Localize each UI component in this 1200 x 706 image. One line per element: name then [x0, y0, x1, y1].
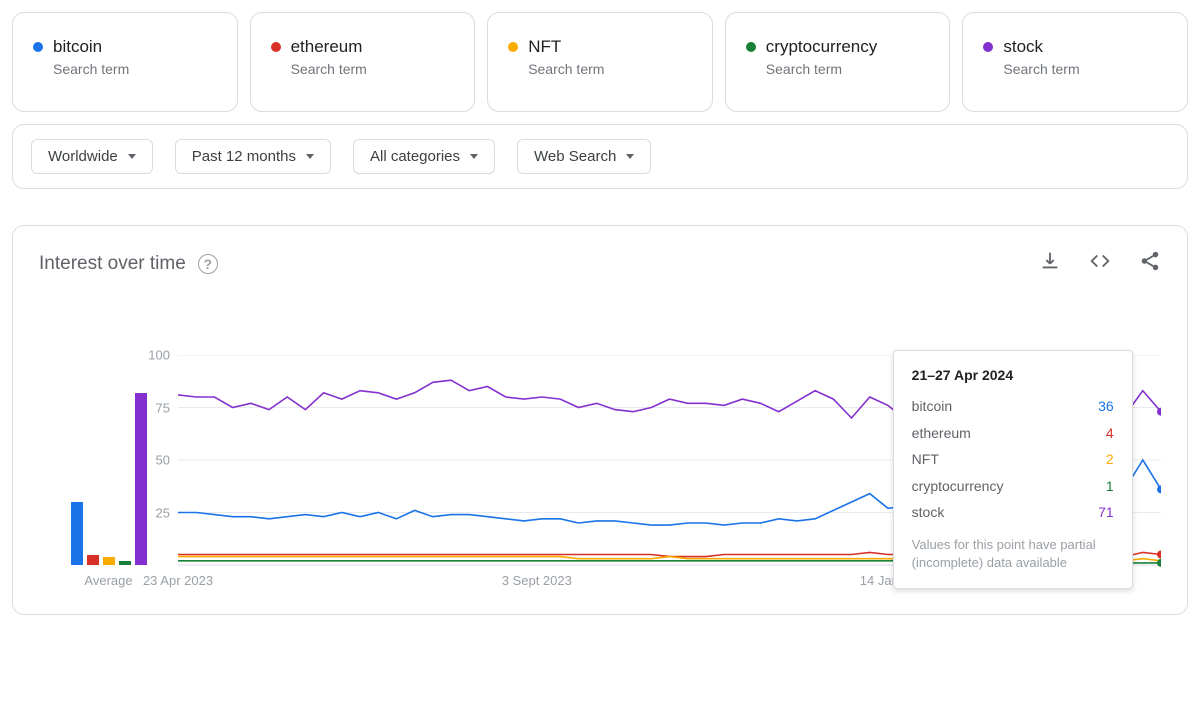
tooltip-row: cryptocurrency 1: [912, 473, 1114, 500]
average-bar: [135, 393, 147, 565]
download-icon[interactable]: [1039, 250, 1061, 277]
term-color-dot: [746, 42, 756, 52]
y-axis-tick: 50: [156, 453, 170, 468]
panel-title: Interest over time: [39, 253, 186, 275]
chevron-down-icon: [626, 154, 634, 159]
interest-over-time-panel: Interest over time ? Average 25507510023…: [12, 225, 1188, 615]
term-subtitle: Search term: [53, 61, 217, 77]
tooltip-series-label: ethereum: [912, 420, 971, 447]
tooltip-series-value: 2: [1106, 446, 1114, 473]
average-bar: [87, 555, 99, 566]
share-icon[interactable]: [1139, 250, 1161, 277]
averages-column: Average: [39, 355, 178, 588]
embed-icon[interactable]: [1087, 250, 1113, 277]
tooltip-row: ethereum 4: [912, 420, 1114, 447]
term-subtitle: Search term: [528, 61, 692, 77]
filter-dropdown[interactable]: Past 12 months: [175, 139, 331, 174]
term-color-dot: [271, 42, 281, 52]
term-card[interactable]: bitcoin Search term: [12, 12, 238, 112]
term-name: cryptocurrency: [766, 37, 877, 57]
y-axis-tick: 75: [156, 400, 170, 415]
term-subtitle: Search term: [766, 61, 930, 77]
tooltip-series-value: 1: [1106, 473, 1114, 500]
chevron-down-icon: [470, 154, 478, 159]
tooltip-date: 21–27 Apr 2024: [912, 367, 1114, 383]
term-card[interactable]: ethereum Search term: [250, 12, 476, 112]
chevron-down-icon: [128, 154, 136, 159]
chart-tooltip: 21–27 Apr 2024 bitcoin36ethereum4NFT2cry…: [893, 350, 1133, 589]
tooltip-series-value: 36: [1098, 393, 1114, 420]
tooltip-series-label: stock: [912, 499, 945, 526]
filter-label: All categories: [370, 148, 460, 165]
term-color-dot: [33, 42, 43, 52]
chevron-down-icon: [306, 154, 314, 159]
average-bar: [103, 557, 115, 565]
x-axis-tick: 3 Sept 2023: [502, 573, 572, 588]
average-bar: [71, 502, 83, 565]
filter-label: Web Search: [534, 148, 616, 165]
filter-dropdown[interactable]: Worldwide: [31, 139, 153, 174]
term-name: bitcoin: [53, 37, 102, 57]
filter-dropdown[interactable]: Web Search: [517, 139, 651, 174]
averages-label: Average: [84, 573, 132, 588]
tooltip-row: stock 71: [912, 499, 1114, 526]
y-axis-tick: 100: [148, 348, 170, 363]
tooltip-series-value: 71: [1098, 499, 1114, 526]
filter-dropdown[interactable]: All categories: [353, 139, 495, 174]
filters-bar: Worldwide Past 12 months All categories Web…: [12, 124, 1188, 189]
term-color-dot: [508, 42, 518, 52]
term-card[interactable]: NFT Search term: [487, 12, 713, 112]
x-axis-tick: 23 Apr 2023: [143, 573, 213, 588]
tooltip-note: Values for this point have partial (inco…: [912, 536, 1114, 572]
filter-label: Worldwide: [48, 148, 118, 165]
term-subtitle: Search term: [291, 61, 455, 77]
term-name: ethereum: [291, 37, 363, 57]
tooltip-series-label: bitcoin: [912, 393, 952, 420]
tooltip-row: NFT 2: [912, 446, 1114, 473]
tooltip-series-label: cryptocurrency: [912, 473, 1004, 500]
tooltip-series-label: NFT: [912, 446, 939, 473]
tooltip-series-value: 4: [1106, 420, 1114, 447]
y-axis-tick: 25: [156, 505, 170, 520]
help-icon[interactable]: ?: [198, 254, 218, 274]
term-card[interactable]: stock Search term: [962, 12, 1188, 112]
term-name: stock: [1003, 37, 1043, 57]
tooltip-row: bitcoin 36: [912, 393, 1114, 420]
term-color-dot: [983, 42, 993, 52]
term-name: NFT: [528, 37, 561, 57]
filter-label: Past 12 months: [192, 148, 296, 165]
average-bar: [119, 561, 131, 565]
term-subtitle: Search term: [1003, 61, 1167, 77]
term-card[interactable]: cryptocurrency Search term: [725, 12, 951, 112]
